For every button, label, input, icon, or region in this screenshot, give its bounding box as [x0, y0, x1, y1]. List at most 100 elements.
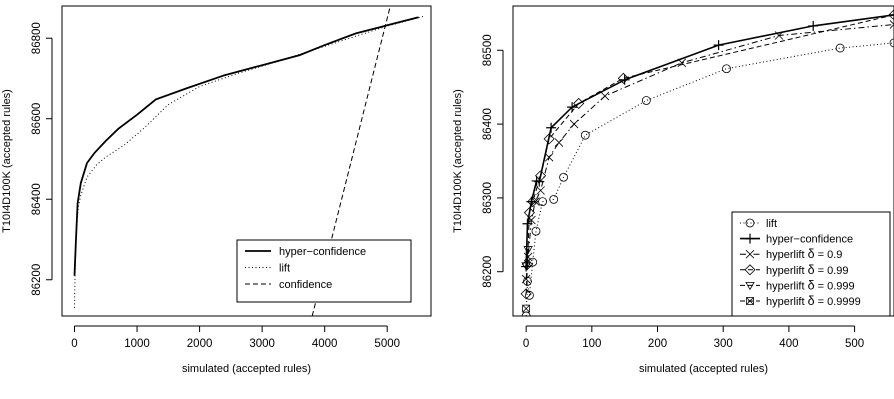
series-6 [522, 304, 531, 313]
y-tick-label: 86800 [31, 22, 43, 54]
data-point-x [600, 91, 610, 101]
data-point-plus [889, 9, 894, 20]
series-2 [74, 15, 425, 308]
legend-label: hyperlift δ = 0.9999 [766, 294, 861, 308]
legend-marker-square-x [746, 297, 754, 305]
legend-label-value: = 0.99 [815, 265, 849, 277]
series-line [74, 15, 425, 308]
legend-label-value: = 0.999 [815, 280, 855, 292]
data-point-diamond [523, 207, 535, 219]
legend-label: hyperlift δ = 0.9 [766, 247, 842, 261]
series-3 [521, 20, 894, 284]
x-tick-label: 3000 [249, 338, 275, 350]
chart-panel-1: 0 1000 2000 3000 4000 5000 86200 86400 86600 8680… [1, 5, 432, 375]
series-4 [520, 9, 894, 300]
y-tick-label: 86400 [31, 183, 43, 215]
data-point-x [531, 197, 540, 206]
data-point-x [536, 186, 545, 195]
x-tick-label: 0 [523, 338, 529, 350]
data-point-triangle-down [523, 246, 533, 255]
data-point-plus [713, 40, 724, 51]
legend-box [731, 211, 891, 317]
data-point-x [569, 119, 579, 129]
series-1 [73, 16, 419, 276]
chart-panel-2: 0 100 200 300 400 500 86200 86300 86400 86500 simu… [452, 5, 894, 375]
legend-label: lift [279, 263, 290, 275]
data-point-triangle-down [521, 262, 531, 271]
data-point-circle [722, 64, 731, 74]
legend-label: confidence [279, 279, 332, 291]
data-point-diamond [535, 170, 547, 182]
data-point-x [544, 153, 554, 162]
x-tick-label: 1000 [124, 338, 150, 350]
data-point-plus [808, 20, 819, 31]
y-tick-label: 86200 [31, 264, 43, 296]
y-axis-title: T10I4D100K (accepted rules) [1, 89, 13, 233]
y-tick-label: 86600 [31, 103, 43, 135]
data-point-circle [538, 197, 547, 206]
x-axis-title: simulated (accepted rules) [182, 363, 311, 375]
legend-marker-triangle-down [745, 282, 755, 291]
data-point-plus [567, 102, 578, 113]
data-point-circle [549, 194, 559, 204]
y-tick-label: 86500 [482, 34, 494, 66]
legend-marker-x [745, 249, 755, 259]
x-tick-label: 500 [845, 338, 864, 350]
data-point-x [774, 31, 784, 40]
x-tick-label: 4000 [312, 338, 338, 350]
data-point-diamond [617, 72, 629, 84]
data-point-diamond [888, 9, 894, 21]
legend-label: lift [766, 218, 777, 230]
legend-label-value: = 0.9 [815, 249, 843, 261]
data-point-circle [641, 96, 651, 105]
legend-label-text: hyperlift [766, 249, 808, 261]
data-point-diamond [573, 97, 585, 109]
legend-label: hyperlift δ = 0.999 [766, 278, 855, 292]
plot-frame [61, 5, 432, 317]
data-point-circle [528, 257, 538, 267]
legend-label-delta: δ [808, 263, 815, 277]
series-line [311, 6, 391, 316]
legend-label-delta: δ [808, 278, 815, 292]
data-point-x [554, 138, 564, 147]
legend-label-delta: δ [808, 294, 815, 308]
y-tick-label: 86300 [482, 182, 494, 214]
series-line [525, 42, 894, 316]
data-point-plus [546, 122, 557, 133]
legend-marker-plus [745, 233, 755, 244]
series-line [73, 16, 419, 276]
legend-label-text: hyperlift [766, 265, 808, 277]
data-point-circle [559, 172, 568, 182]
data-point-x [521, 274, 531, 284]
y-tick-label: 86400 [482, 108, 494, 140]
x-tick-label: 300 [714, 338, 733, 350]
data-point-circle [531, 226, 541, 236]
x-tick-label: 0 [71, 338, 77, 350]
x-tick-label: 400 [779, 338, 798, 350]
legend-label: hyperlift δ = 0.99 [766, 263, 849, 277]
y-axis-title: T10I4D100K (accepted rules) [452, 89, 464, 233]
data-point-diamond [520, 288, 532, 300]
legend-label-delta: δ [808, 247, 815, 261]
legend-label-text: hyperlift [766, 280, 808, 292]
series-1 [521, 38, 894, 316]
data-point-diamond [527, 196, 539, 208]
legend-label-text: hyperlift [766, 296, 808, 308]
y-tick-label: 86200 [482, 256, 494, 288]
data-point-circle [889, 38, 894, 48]
x-tick-label: 2000 [187, 338, 213, 350]
legend-label: hyper−confidence [766, 234, 853, 246]
data-point-diamond [543, 133, 555, 145]
data-point-circle [525, 290, 534, 300]
data-point-circle [835, 43, 845, 53]
x-tick-label: 200 [648, 338, 667, 350]
series-5 [521, 246, 533, 271]
legend: hyper−confidence lift confidence [236, 239, 412, 303]
legend-label-value: = 0.9999 [815, 296, 861, 308]
legend-box [236, 239, 412, 303]
x-tick-label: 100 [582, 338, 601, 350]
data-point-x [889, 20, 894, 29]
x-tick-label: 5000 [374, 338, 400, 350]
data-point-square-x [522, 304, 531, 313]
